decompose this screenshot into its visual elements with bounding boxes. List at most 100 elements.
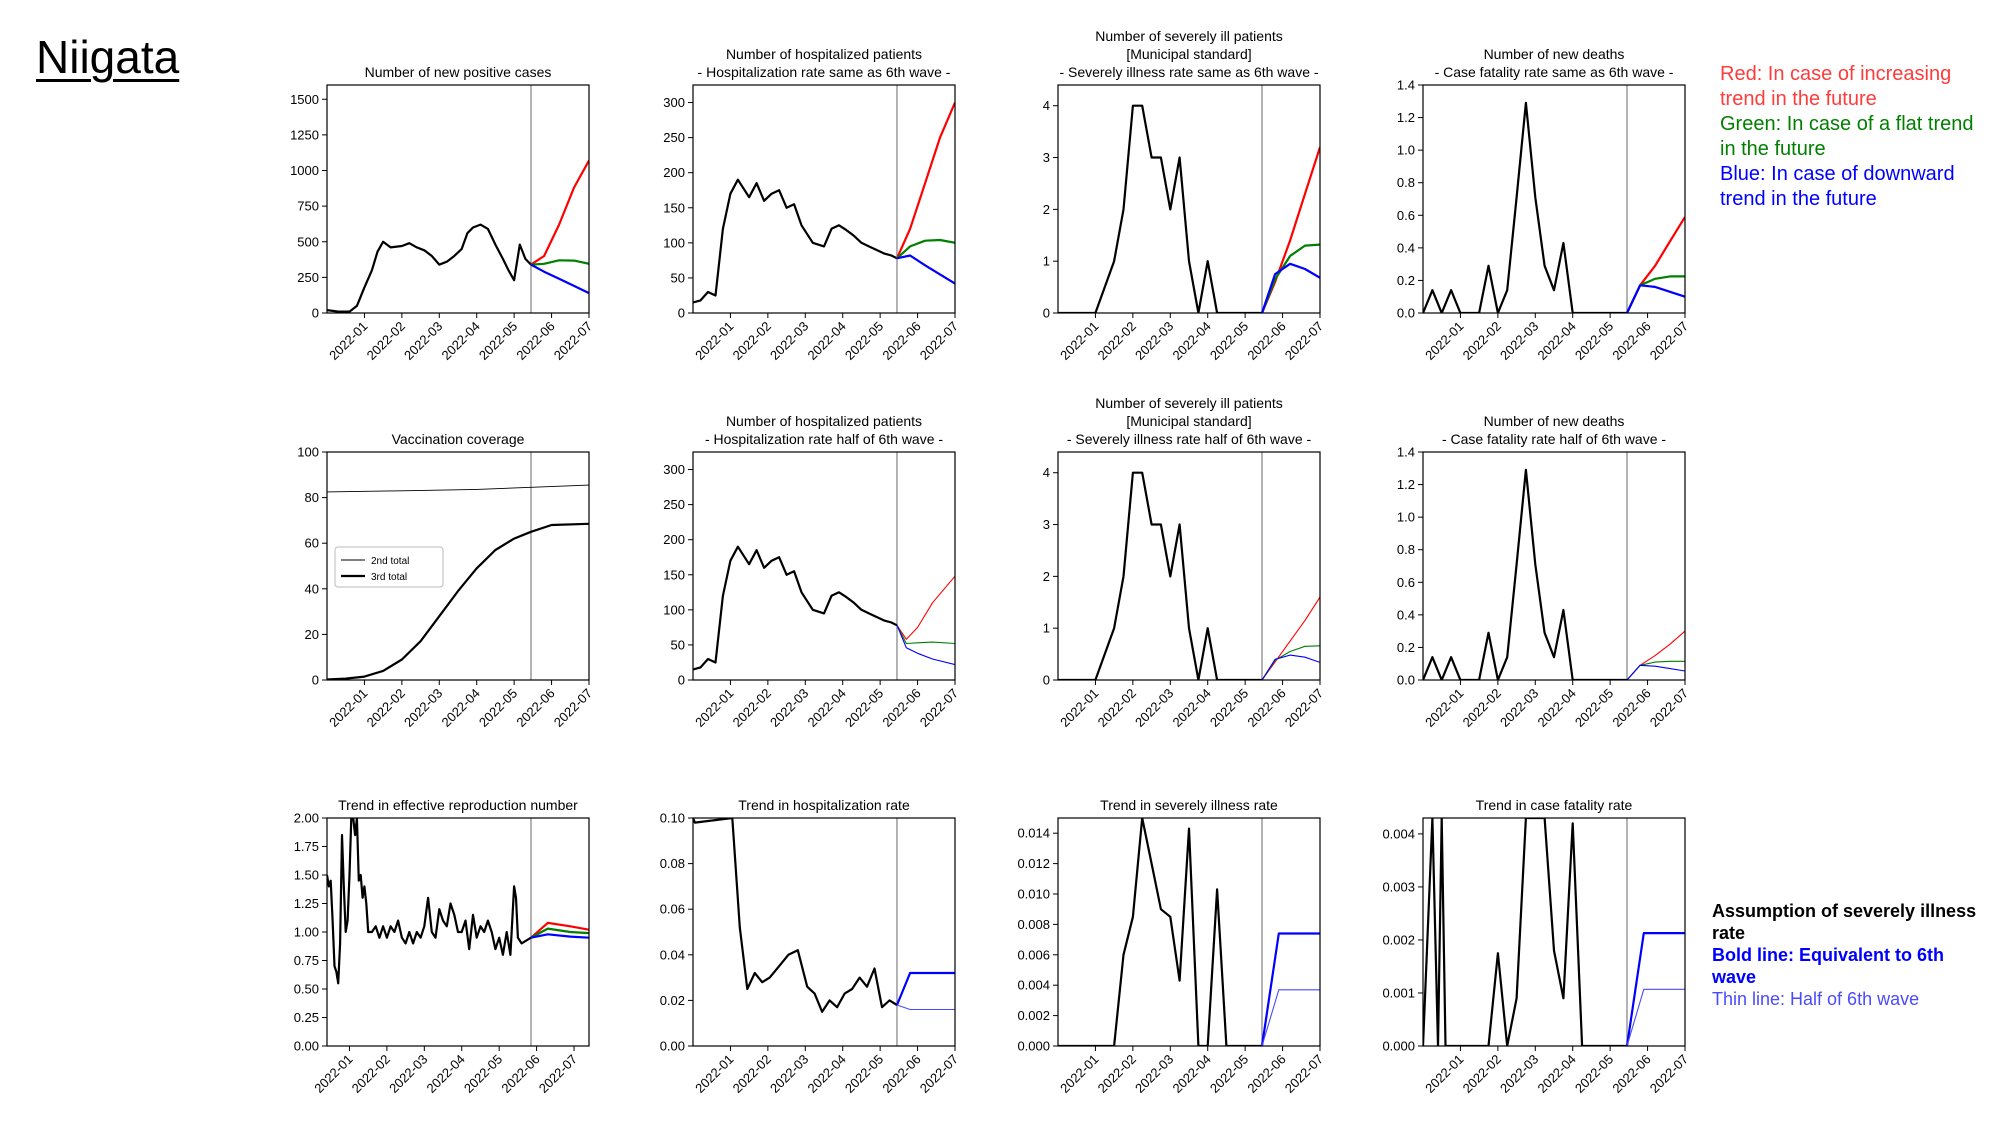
x-tick-label: 2022-03	[767, 686, 811, 730]
x-tick-label: 2022-04	[1534, 686, 1578, 730]
series-line-actual	[1058, 818, 1262, 1046]
legend-downward-text: Blue: In case of downward trend in the f…	[1720, 163, 1955, 210]
x-tick-label: 2022-02	[1095, 1052, 1139, 1096]
plot-frame	[1057, 817, 1321, 1047]
x-tick-label: 2022-07	[917, 319, 961, 363]
x-tick-label: 2022-01	[1057, 319, 1101, 363]
y-tick-label: 1500	[290, 92, 319, 107]
x-tick-label: 2022-02	[730, 1052, 774, 1096]
x-tick-label: 2022-05	[1207, 319, 1251, 363]
x-tick-label: 2022-05	[842, 686, 886, 730]
chart-title-line: Number of hospitalized patients	[726, 413, 922, 429]
x-tick-label: 2022-01	[311, 1052, 355, 1096]
chart-title-line: Number of severely ill patients	[1095, 395, 1283, 411]
y-tick-label: 0.2	[1397, 273, 1415, 288]
chart-title-line: - Case fatality rate same as 6th wave -	[1435, 64, 1674, 80]
y-tick-label: 1.0	[1397, 143, 1415, 158]
plot-frame	[1422, 817, 1686, 1047]
y-tick-label: 150	[663, 200, 685, 215]
x-tick-label: 2022-03	[401, 686, 445, 730]
series-line-down	[1260, 932, 1320, 1046]
x-tick-label: 2022-02	[1460, 1052, 1504, 1096]
x-tick-label: 2022-01	[1422, 686, 1466, 730]
series-line-down	[530, 933, 589, 939]
x-tick-label: 2022-04	[438, 686, 482, 730]
y-tick-label: 0.6	[1397, 575, 1415, 590]
x-tick-label: 2022-03	[1132, 319, 1176, 363]
chart-title-line: - Hospitalization rate same as 6th wave …	[698, 64, 951, 80]
chart-title-line: Number of new positive cases	[365, 64, 552, 80]
series-line-up	[895, 102, 955, 259]
x-tick-label: 2022-05	[1207, 686, 1251, 730]
series-line-down	[1260, 262, 1320, 313]
x-tick-label: 2022-07	[917, 1052, 961, 1096]
x-tick-label: 2022-04	[1169, 319, 1213, 363]
y-tick-label: 1250	[290, 127, 319, 142]
x-tick-label: 2022-04	[1169, 1052, 1213, 1096]
series-line-flat	[1260, 243, 1320, 313]
y-tick-label: 100	[663, 235, 685, 250]
x-tick-label: 2022-03	[1132, 1052, 1176, 1096]
x-tick-label: 2022-02	[364, 319, 408, 363]
chart-title-line: Trend in severely illness rate	[1100, 797, 1278, 813]
y-tick-label: 2	[1043, 202, 1050, 217]
x-tick-label: 2022-01	[326, 319, 370, 363]
y-tick-label: 2.00	[294, 811, 319, 826]
series-line-flat	[1261, 645, 1320, 680]
plot-frame	[326, 84, 590, 314]
series-line-up	[1626, 630, 1685, 680]
y-tick-label: 0.75	[294, 953, 319, 968]
chart-cfr: Trend in case fatality rate 0.000 0.001 0.0…	[1382, 797, 1691, 1096]
chart-title-line: Number of hospitalized patients	[726, 46, 922, 62]
y-tick-label: 0.06	[660, 902, 685, 917]
y-tick-label: 0.000	[1382, 1039, 1415, 1054]
y-tick-label: 0.8	[1397, 175, 1415, 190]
x-tick-label: 2022-02	[1460, 686, 1504, 730]
x-tick-label: 2022-06	[879, 319, 923, 363]
y-tick-label: 0.008	[1017, 917, 1050, 932]
x-tick-label: 2022-01	[692, 1052, 736, 1096]
chart-rt: Trend in effective reproduction number 0.…	[294, 797, 590, 1096]
plot-frame	[692, 451, 956, 681]
y-tick-label: 0.003	[1382, 879, 1415, 894]
y-tick-label: 100	[297, 445, 319, 460]
x-tick-label: 2022-03	[767, 319, 811, 363]
chart-title-line: [Municipal standard]	[1126, 413, 1251, 429]
chart-title-line: Number of new deaths	[1484, 46, 1625, 62]
x-tick-label: 2022-01	[326, 686, 370, 730]
y-tick-label: 0.006	[1017, 947, 1050, 962]
series-line-up	[530, 159, 589, 266]
chart-title-line: - Hospitalization rate half of 6th wave …	[705, 431, 943, 447]
series-line-flat	[896, 625, 955, 645]
chart-title-line: Trend in case fatality rate	[1476, 797, 1633, 813]
x-tick-label: 2022-04	[804, 686, 848, 730]
y-tick-label: 0.012	[1017, 856, 1050, 871]
series-line-actual	[1423, 468, 1627, 680]
y-tick-label: 3	[1043, 150, 1050, 165]
chart-vacc: Vaccination coverage0204060801002022-012…	[297, 431, 595, 730]
y-tick-label: 200	[663, 165, 685, 180]
series-line-up	[530, 921, 589, 939]
plot-frame	[1422, 451, 1686, 681]
y-tick-label: 0.002	[1017, 1008, 1050, 1023]
chart-hosp_same: Number of hospitalized patients - Hospita…	[663, 46, 961, 363]
series-line-down	[1626, 284, 1685, 313]
x-tick-label: 2022-04	[1534, 1052, 1578, 1096]
x-tick-label: 2022-06	[1244, 319, 1288, 363]
chart-title-line: [Municipal standard]	[1126, 46, 1251, 62]
x-tick-label: 2022-05	[842, 319, 886, 363]
y-tick-label: 0.001	[1382, 985, 1415, 1000]
y-tick-label: 50	[671, 270, 685, 285]
plot-frame	[692, 84, 956, 314]
x-tick-label: 2022-06	[879, 686, 923, 730]
x-tick-label: 2022-05	[461, 1052, 505, 1096]
x-tick-label: 2022-02	[730, 319, 774, 363]
y-tick-label: 80	[305, 490, 319, 505]
chart-title-line: Number of severely ill patients	[1095, 28, 1283, 44]
x-tick-label: 2022-05	[476, 319, 520, 363]
plot-frame	[1057, 451, 1321, 681]
y-tick-label: 0.004	[1382, 826, 1415, 841]
x-tick-label: 2022-06	[1244, 1052, 1288, 1096]
series-line-down	[1625, 931, 1685, 1046]
series-line-actual	[693, 818, 898, 1013]
